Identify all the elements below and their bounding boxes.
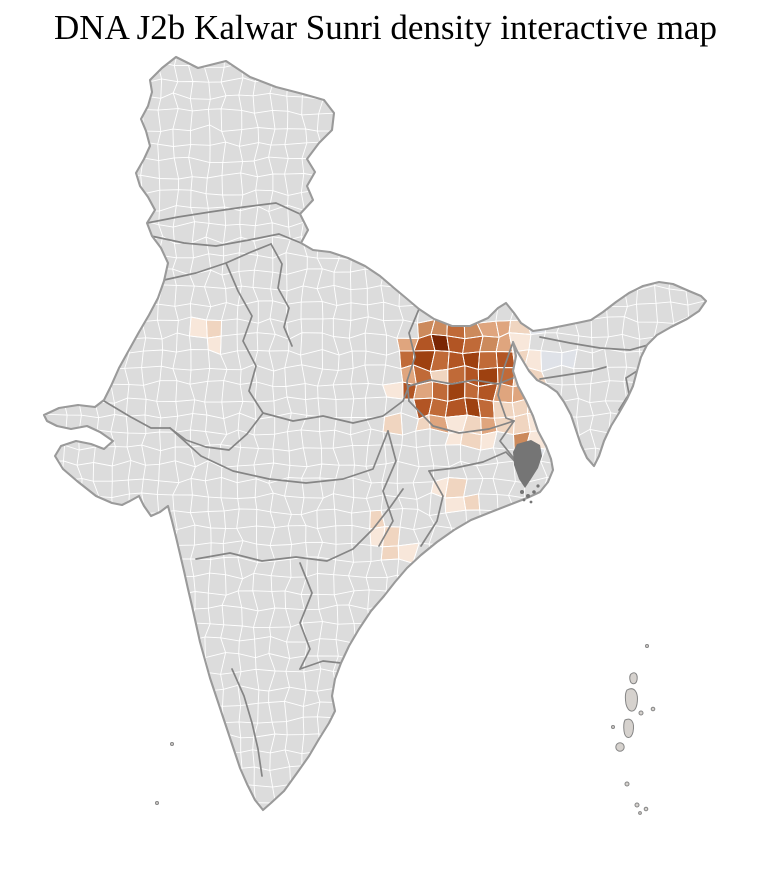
state-border-line — [146, 202, 301, 224]
state-border-line — [169, 412, 264, 451]
andaman-nicobar-islands[interactable] — [611, 644, 656, 815]
lakshadweep-islands[interactable] — [155, 742, 174, 805]
page-title: DNA J2b Kalwar Sunri density interactive… — [54, 8, 717, 47]
state-border-line — [618, 370, 638, 411]
state-border-line — [408, 377, 514, 387]
state-border-line — [497, 341, 515, 422]
district-cell[interactable] — [205, 319, 222, 339]
state-border-line — [262, 385, 410, 424]
state-borders — [103, 202, 649, 777]
district-cell[interactable] — [380, 545, 400, 561]
state-border-line — [195, 488, 404, 562]
state-border-line — [103, 400, 171, 429]
state-border-line — [299, 562, 313, 670]
state-border-line — [539, 366, 607, 380]
state-border-line — [169, 427, 389, 484]
ganges-delta-region[interactable] — [513, 440, 542, 504]
state-border-line — [539, 336, 649, 351]
state-border-line — [299, 660, 342, 670]
district-cell[interactable] — [525, 382, 548, 399]
state-border-line — [406, 308, 420, 402]
country-outline — [42, 55, 708, 812]
district-cell[interactable] — [189, 316, 208, 339]
state-border-line — [231, 668, 263, 777]
district-cell[interactable] — [686, 316, 708, 338]
state-border-line — [225, 262, 264, 414]
state-border-line — [270, 243, 293, 347]
district-cell[interactable] — [477, 351, 498, 370]
state-border-line — [150, 233, 302, 247]
state-border-line — [420, 470, 444, 547]
state-border-line — [428, 451, 522, 472]
state-border-line — [378, 430, 397, 547]
state-border-line — [408, 400, 515, 434]
